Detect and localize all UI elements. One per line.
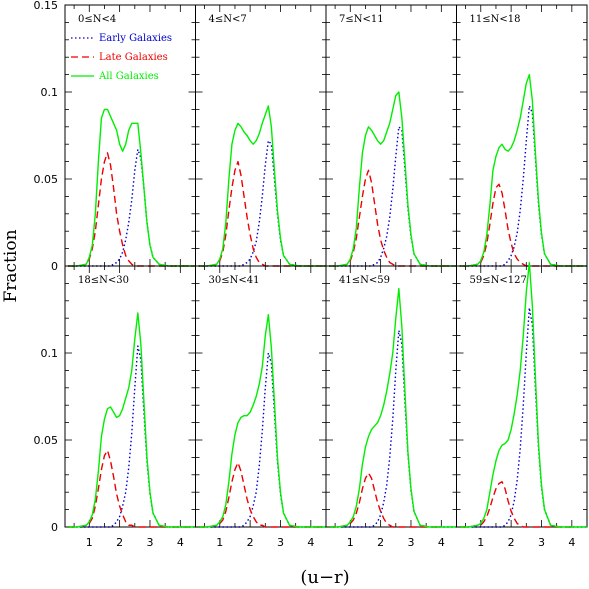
legend-label: Early Galaxies: [99, 33, 172, 44]
y-tick-label: 0: [51, 260, 58, 273]
panel-label: 11≤N<18: [470, 14, 521, 25]
y-tick-label: 0.15: [34, 0, 59, 12]
panel-frame: [456, 265, 588, 528]
panel-grid: 0≤N<4 Early Galaxies Late Galaxies All Gala…: [64, 4, 588, 528]
x-tick-label: 1: [86, 536, 93, 549]
panel: 11≤N<18: [456, 4, 588, 267]
panel-label: 59≤N<127: [470, 275, 527, 286]
x-tick-label: 3: [277, 536, 284, 549]
panel-label: 41≤N<59: [339, 275, 390, 286]
x-tick-label: 4: [307, 536, 314, 549]
x-tick-label: 1: [347, 536, 354, 549]
series-line-late: [459, 481, 572, 528]
y-tick-labels: 0 0.05 0.1 0.15 0 0.05 0.1: [34, 0, 59, 534]
panel-label: 7≤N<11: [339, 14, 384, 25]
series-line-all: [68, 108, 196, 267]
series-line-all: [329, 91, 457, 267]
panel: 18≤N<30: [64, 265, 196, 528]
panel-label: 4≤N<7: [209, 14, 247, 25]
series-line-all: [459, 261, 587, 528]
panel-label: 18≤N<30: [78, 275, 129, 286]
panel: 4≤N<7: [195, 4, 327, 267]
legend-label: All Galaxies: [98, 71, 159, 82]
panel: 59≤N<127: [456, 261, 588, 528]
y-tick-label: 0.05: [34, 173, 59, 186]
series-line-all: [329, 287, 457, 528]
x-tick-label: 2: [377, 536, 384, 549]
panel: 41≤N<59: [325, 265, 457, 528]
series-line-early: [459, 307, 587, 528]
series-line-late: [459, 183, 587, 267]
series-line-all: [68, 312, 196, 528]
x-tick-label: 1: [477, 536, 484, 549]
y-tick-label: 0.05: [34, 434, 59, 447]
series-line-all: [198, 105, 326, 267]
series-line-all: [198, 314, 326, 528]
series-line-all: [459, 73, 587, 267]
x-tick-labels: 1 2 3 4 1 2 3 4 1 2 3 4 1 2 3 4: [86, 536, 576, 549]
x-axis-title: (u−r): [300, 567, 349, 588]
series-line-late: [68, 449, 196, 528]
panel-label: 30≤N<41: [209, 275, 260, 286]
x-tick-label: 3: [146, 536, 153, 549]
y-tick-label: 0: [51, 521, 58, 534]
x-tick-label: 1: [216, 536, 223, 549]
y-tick-label: 0.1: [41, 86, 59, 99]
x-tick-label: 2: [247, 536, 254, 549]
x-tick-label: 4: [177, 536, 184, 549]
y-tick-label: 0.1: [41, 347, 59, 360]
x-tick-label: 3: [538, 536, 545, 549]
panel-label: 0≤N<4: [78, 14, 116, 25]
x-tick-label: 4: [568, 536, 575, 549]
x-tick-label: 2: [116, 536, 123, 549]
x-tick-label: 4: [438, 536, 445, 549]
series-line-late: [198, 160, 326, 267]
legend-label: Late Galaxies: [99, 52, 168, 63]
x-tick-label: 3: [407, 536, 414, 549]
x-tick-label: 2: [508, 536, 515, 549]
y-axis-title: Fraction: [1, 229, 21, 302]
